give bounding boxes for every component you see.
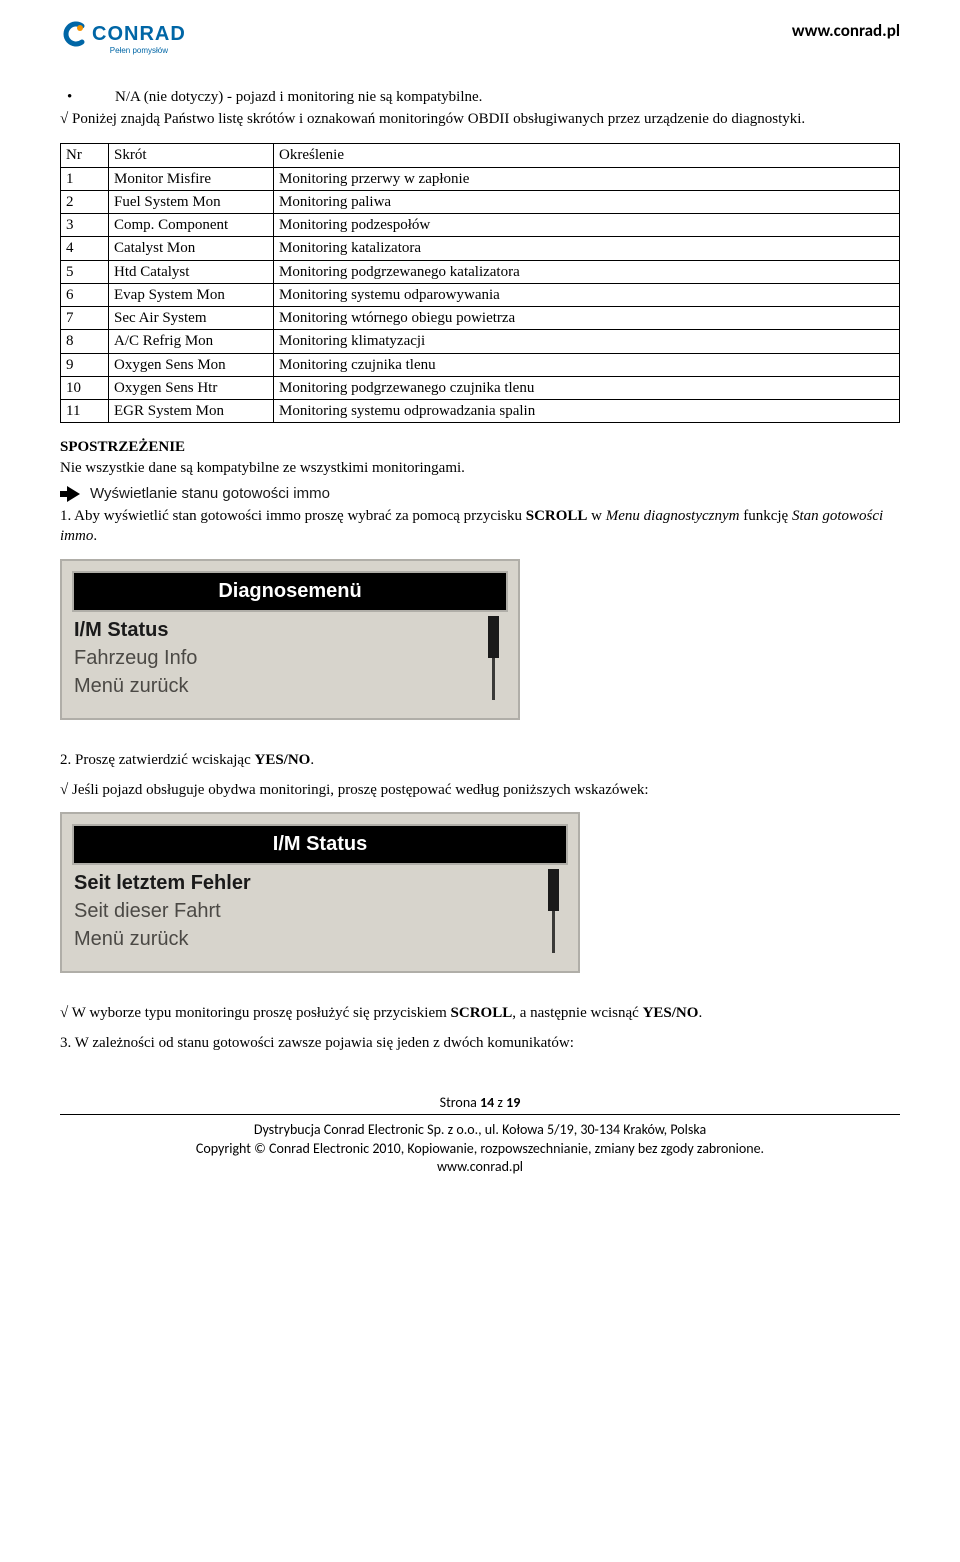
notice-title: SPOSTRZEŻENIE bbox=[60, 437, 900, 457]
table-row: 2Fuel System MonMonitoring paliwa bbox=[61, 190, 900, 213]
notice-text: Nie wszystkie dane są kompatybilne ze ws… bbox=[60, 458, 900, 478]
list-item: I/M Status bbox=[74, 616, 488, 644]
page-footer: Strona 14 z 19 Dystrybucja Conrad Electr… bbox=[60, 1094, 900, 1176]
section-heading-row: Wyświetlanie stanu gotowości immo bbox=[60, 484, 900, 504]
abbrev-table: NrSkrótOkreślenie1Monitor MisfireMonitor… bbox=[60, 143, 900, 423]
bullet-text: N/A (nie dotyczy) - pojazd i monitoring … bbox=[115, 89, 482, 105]
page-number: Strona 14 z 19 bbox=[60, 1094, 900, 1113]
list-item: Seit letztem Fehler bbox=[74, 869, 548, 897]
table-row: 3Comp. ComponentMonitoring podzespołów bbox=[61, 214, 900, 237]
screenshot-title: I/M Status bbox=[72, 824, 568, 865]
play-icon bbox=[60, 484, 82, 504]
table-row: 7Sec Air SystemMonitoring wtórnego obieg… bbox=[61, 307, 900, 330]
list-item: Menü zurück bbox=[74, 672, 488, 700]
intro-paragraph: √ Poniżej znajdą Państwo listę skrótów i… bbox=[60, 109, 900, 129]
step-1: 1. Aby wyświetlić stan gotowości immo pr… bbox=[60, 506, 900, 547]
screenshot-scrollbar bbox=[488, 616, 502, 700]
table-head-nr: Nr bbox=[61, 144, 109, 167]
page-header: CONRAD Pełen pomysłów www.conrad.pl bbox=[60, 20, 900, 57]
instruction-line: √ W wyborze typu monitoringu proszę posł… bbox=[60, 1003, 900, 1023]
bullet-icon: • bbox=[91, 87, 115, 107]
table-row: 1Monitor MisfireMonitoring przerwy w zap… bbox=[61, 167, 900, 190]
table-row: 5Htd CatalystMonitoring podgrzewanego ka… bbox=[61, 260, 900, 283]
list-item: Seit dieser Fahrt bbox=[74, 897, 548, 925]
table-row: 10Oxygen Sens HtrMonitoring podgrzewaneg… bbox=[61, 376, 900, 399]
list-item: Fahrzeug Info bbox=[74, 644, 488, 672]
logo-text: CONRAD bbox=[92, 21, 186, 48]
screenshot-imstatus: I/M Status Seit letztem FehlerSeit diese… bbox=[60, 812, 580, 973]
screenshot-title: Diagnosemenü bbox=[72, 571, 508, 612]
screenshot-diagnosemenu: Diagnosemenü I/M StatusFahrzeug InfoMenü… bbox=[60, 559, 520, 720]
table-head-skrot: Skrót bbox=[109, 144, 274, 167]
footer-line-2: Copyright © Conrad Electronic 2010, Kopi… bbox=[60, 1140, 900, 1158]
step-3: 3. W zależności od stanu gotowości zawsz… bbox=[60, 1033, 900, 1053]
logo: CONRAD Pełen pomysłów bbox=[60, 20, 186, 57]
footer-line-1: Dystrybucja Conrad Electronic Sp. z o.o.… bbox=[60, 1121, 900, 1139]
screenshot-items: I/M StatusFahrzeug InfoMenü zurück bbox=[72, 616, 488, 700]
table-row: 8A/C Refrig MonMonitoring klimatyzacji bbox=[61, 330, 900, 353]
footer-line-3: www.conrad.pl bbox=[60, 1158, 900, 1176]
instruction-line: √ Jeśli pojazd obsługuje obydwa monitori… bbox=[60, 780, 900, 800]
screenshot-scrollbar bbox=[548, 869, 562, 953]
table-row: 11EGR System MonMonitoring systemu odpro… bbox=[61, 400, 900, 423]
logo-subtitle: Pełen pomysłów bbox=[110, 46, 168, 57]
logo-icon bbox=[60, 20, 88, 48]
bullet-item: •N/A (nie dotyczy) - pojazd i monitoring… bbox=[60, 87, 900, 107]
notice-block: SPOSTRZEŻENIE Nie wszystkie dane są komp… bbox=[60, 437, 900, 478]
section-heading: Wyświetlanie stanu gotowości immo bbox=[90, 484, 330, 504]
table-row: 6Evap System MonMonitoring systemu odpar… bbox=[61, 283, 900, 306]
list-item: Menü zurück bbox=[74, 925, 548, 953]
screenshot-items: Seit letztem FehlerSeit dieser FahrtMenü… bbox=[72, 869, 548, 953]
table-row: 9Oxygen Sens MonMonitoring czujnika tlen… bbox=[61, 353, 900, 376]
table-head-okr: Określenie bbox=[274, 144, 900, 167]
site-url: www.conrad.pl bbox=[792, 20, 900, 43]
step-2: 2. Proszę zatwierdzić wciskając YES/NO. bbox=[60, 750, 900, 770]
table-row: 4Catalyst MonMonitoring katalizatora bbox=[61, 237, 900, 260]
